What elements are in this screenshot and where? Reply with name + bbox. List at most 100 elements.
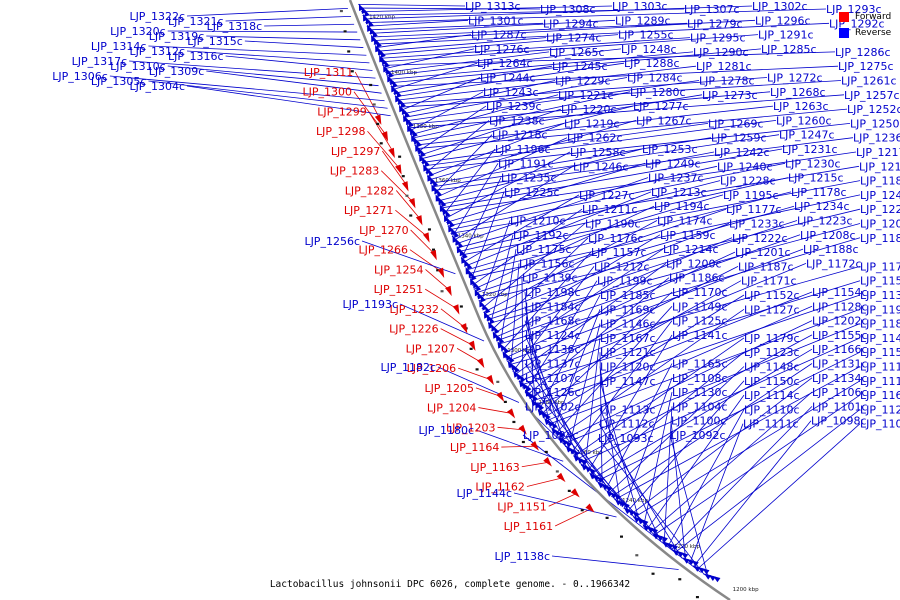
reverse-right-leader-line: [390, 65, 839, 87]
reverse-right-leader-line: [626, 380, 745, 513]
reverse-feature-arrow: [531, 399, 538, 407]
reverse-right-label-ljp-1126c: LJP_1126c: [525, 386, 581, 399]
forward-feature-arrow: [437, 267, 445, 279]
reverse-right-label-ljp-1196c: LJP_1196c: [495, 143, 551, 156]
reverse-right-leader-line: [456, 180, 721, 249]
reverse-feature-arrow: [618, 500, 626, 508]
reverse-right-label-ljp-1149c: LJP_1149c: [672, 300, 728, 313]
reverse-right-label-ljp-1291c: LJP_1291c: [758, 29, 814, 42]
feature-marker: [401, 175, 405, 178]
reverse-right-label-ljp-1221c: LJP_1221c: [558, 89, 614, 102]
reverse-feature-arrow: [458, 240, 464, 249]
reverse-feature-arrow: [437, 189, 443, 198]
reverse-right-leader-line: [524, 320, 566, 448]
forward-feature-arrow: [585, 503, 595, 513]
reverse-feature-arrow: [489, 316, 495, 325]
reverse-right-leader-line: [667, 409, 745, 548]
reverse-right-leader-line: [385, 51, 550, 73]
reverse-right-leader-line: [473, 205, 655, 290]
forward-feature-arrow: [486, 374, 494, 386]
reverse-right-leader-line: [611, 363, 813, 498]
reverse-right-label-ljp-1171c: LJP_1171c: [741, 275, 797, 288]
reverse-right-label-ljp-1111c: LJP_1111c: [743, 418, 799, 431]
reverse-right-leader-line: [370, 22, 688, 38]
feature-marker: [436, 269, 440, 272]
reverse-right-leader-line: [453, 165, 574, 241]
reverse-right-leader-line: [499, 249, 517, 348]
reverse-feature-arrow: [380, 50, 386, 58]
reverse-feature-arrow: [637, 517, 645, 525]
reverse-right-label-ljp-1134c: LJP_1134c: [812, 372, 868, 385]
reverse-right-leader-line: [434, 134, 493, 195]
reverse-left-leader-line: [437, 366, 520, 403]
reverse-feature-arrow: [682, 557, 690, 564]
tick-label-1200-kbp: 1200 kbp: [733, 587, 759, 593]
reverse-right-leader-line: [614, 366, 861, 501]
reverse-right-label-ljp-1137c: LJP_1137c: [525, 358, 581, 371]
reverse-right-leader-line: [576, 334, 813, 461]
tick-label-1420-kbp: 1420 kbp: [369, 14, 395, 20]
reverse-right-label-ljp-1191c: LJP_1191c: [498, 157, 554, 170]
reverse-right-label-ljp-1243c: LJP_1243c: [483, 86, 539, 99]
legend-label-reverse: Reverse: [855, 28, 892, 38]
reverse-right-label-ljp-1281c: LJP_1281c: [696, 60, 752, 73]
reverse-right-label-ljp-1188c: LJP_1188c: [803, 243, 859, 256]
reverse-feature-arrow: [528, 391, 535, 400]
feature-marker: [343, 30, 347, 33]
reverse-feature-arrow: [565, 445, 573, 453]
reverse-right-leader-line: [401, 80, 556, 115]
reverse-right-label-ljp-1127c: LJP_1127c: [744, 303, 800, 316]
reverse-right-leader-line: [458, 177, 789, 253]
reverse-right-leader-line: [607, 366, 745, 495]
reverse-right-label-ljp-1183c: LJP_1183c: [860, 318, 900, 331]
reverse-right-leader-line: [368, 22, 544, 31]
reverse-feature-arrow: [412, 129, 418, 138]
reverse-right-leader-line: [366, 19, 469, 27]
reverse-right-leader-line: [449, 162, 786, 231]
reverse-left-leader-line: [186, 50, 370, 64]
reverse-right-label-ljp-1178c: LJP_1178c: [791, 186, 847, 199]
reverse-feature-arrow: [713, 576, 721, 583]
reverse-right-label-ljp-1112c: LJP_1112c: [599, 418, 655, 431]
reverse-right-label-ljp-1094c: LJP_1094c: [523, 429, 579, 442]
reverse-right-leader-line: [414, 105, 774, 146]
reverse-right-leader-line: [391, 62, 478, 91]
tick-label-1400-kbp: 1400 kbp: [391, 70, 417, 76]
reverse-right-label-ljp-1268c: LJP_1268c: [770, 86, 826, 99]
forward-label-ljp-1204: LJP_1204: [427, 402, 477, 415]
reverse-feature-arrow: [554, 429, 562, 437]
reverse-right-leader-line: [597, 437, 705, 576]
forward-label-ljp-1297: LJP_1297: [331, 145, 381, 158]
reverse-left-label-ljp-1180c: LJP_1180c: [418, 424, 474, 437]
tick-label-1340-kbp: 1340 kbp: [458, 233, 484, 239]
reverse-right-label-ljp-1212c: LJP_1212c: [594, 260, 650, 273]
forward-leader-line: [395, 190, 422, 221]
reverse-right-leader-line: [501, 251, 592, 352]
reverse-right-label-ljp-1213c: LJP_1213c: [651, 186, 707, 199]
reverse-right-leader-line: [547, 308, 861, 425]
reverse-right-leader-line: [379, 37, 691, 59]
reverse-right-leader-line: [467, 191, 792, 275]
reverse-left-label-ljp-1193c: LJP_1193c: [342, 298, 398, 311]
reverse-feature-arrow: [596, 476, 604, 484]
forward-feature-arrow: [430, 249, 437, 261]
reverse-right-label-ljp-1147c: LJP_1147c: [600, 375, 656, 388]
reverse-left-leader-line: [551, 555, 679, 570]
feature-marker: [339, 9, 343, 13]
reverse-left-label-ljp-1320c: LJP_1320c: [110, 25, 166, 38]
reverse-right-label-ljp-1302c: LJP_1302c: [752, 0, 808, 13]
forward-feature-arrow: [388, 147, 395, 159]
reverse-right-leader-line: [468, 194, 861, 279]
forward-leader-line: [424, 288, 459, 311]
reverse-right-label-ljp-1145c: LJP_1145c: [860, 332, 900, 345]
reverse-feature-arrow: [388, 70, 394, 78]
reverse-right-label-ljp-1240c: LJP_1240c: [717, 160, 773, 173]
reverse-left-leader-line: [206, 70, 382, 94]
reverse-left-label-ljp-1322c: LJP_1322c: [129, 10, 185, 23]
reverse-right-label-ljp-1223c: LJP_1223c: [797, 215, 853, 228]
reverse-right-leader-line: [424, 123, 851, 170]
forward-feature-arrow: [507, 408, 516, 419]
reverse-right-label-ljp-1288c: LJP_1288c: [624, 57, 680, 70]
reverse-right-label-ljp-1123c: LJP_1123c: [744, 346, 800, 359]
reverse-feature-arrow: [687, 558, 695, 566]
